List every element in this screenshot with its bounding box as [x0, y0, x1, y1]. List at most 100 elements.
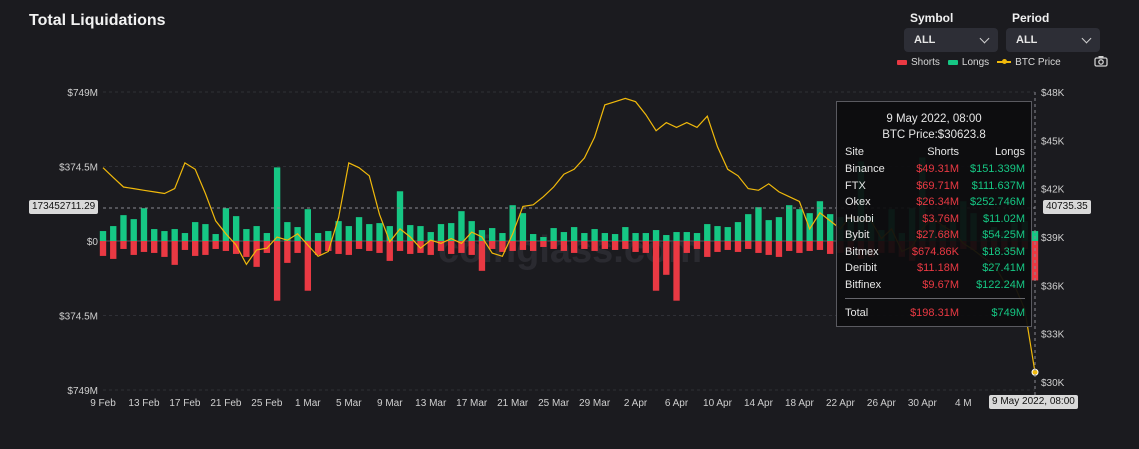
tooltip-row: FTX $69.71M $111.637M [845, 178, 1025, 194]
tooltip-row: Bitmex $674.86K $18.35M [845, 244, 1025, 260]
period-select[interactable]: ALL [1006, 28, 1100, 52]
tooltip-shorts: $49.31M [916, 163, 959, 175]
longs-bar [161, 231, 168, 241]
x-tick-label: 25 Feb [251, 398, 283, 409]
crosshair-right-label: 40735.35 [1043, 200, 1091, 214]
x-tick-label: 25 Mar [538, 398, 570, 409]
tooltip-shorts: $26.34M [916, 196, 959, 208]
tooltip-shorts: $11.18M [917, 262, 959, 274]
legend-shorts[interactable]: Shorts [897, 57, 940, 68]
shorts-bar [652, 241, 660, 291]
shorts-bar [509, 241, 516, 251]
tooltip-shorts: $9.67M [922, 278, 959, 291]
legend-btc-price[interactable]: BTC Price [997, 57, 1061, 68]
symbol-select[interactable]: ALL [904, 28, 998, 52]
legend-longs-label: Longs [961, 56, 990, 68]
shorts-bar [570, 241, 578, 253]
longs-bar [806, 213, 813, 241]
longs-bar [386, 226, 393, 241]
tooltip-btc-price: BTC Price:$30623.8 [882, 129, 986, 141]
tooltip-col-longs: Longs [995, 146, 1025, 158]
shorts-bar [468, 241, 475, 255]
shorts-bar [181, 241, 189, 250]
tooltip-shorts: $27.68M [916, 229, 959, 241]
y-right-tick-label: $30K [1041, 378, 1065, 389]
shorts-bar [273, 241, 281, 301]
longs-bar [734, 222, 742, 241]
x-tick-label: 21 Mar [497, 398, 529, 409]
shorts-bar [724, 241, 731, 250]
tooltip-total-longs: $749M [991, 307, 1025, 319]
shorts-bar [304, 241, 312, 291]
shorts-bar [826, 241, 834, 254]
crosshair-bottom-label: 9 May 2022, 08:00 [989, 395, 1078, 409]
shorts-swatch [897, 59, 907, 65]
period-label: Period [1012, 11, 1050, 25]
longs-bar [181, 233, 189, 241]
shorts-bar [499, 241, 506, 252]
legend-longs[interactable]: Longs [947, 56, 990, 68]
longs-bar [253, 226, 260, 241]
y-left-tick-label: $749M [67, 386, 98, 397]
longs-bar [212, 234, 219, 241]
shorts-bar [140, 241, 148, 252]
shorts-bar [314, 241, 322, 255]
longs-bar [693, 233, 701, 241]
tooltip-shorts: $3.76M [922, 212, 959, 225]
shorts-bar [601, 241, 609, 249]
tooltip-row: Bitfinex $9.67M $122.24M [845, 277, 1025, 293]
shorts-bar [693, 241, 701, 249]
tooltip-total-shorts: $198.31M [910, 307, 959, 319]
shorts-bar [745, 241, 752, 249]
x-tick-label: 21 Feb [210, 398, 242, 409]
tooltip-longs: $111.637M [971, 179, 1025, 192]
shorts-bar [704, 241, 711, 257]
shorts-bar [110, 241, 117, 259]
longs-bar [560, 232, 568, 241]
longs-bar [724, 227, 731, 241]
camera-icon[interactable] [1094, 55, 1108, 67]
shorts-bar [427, 241, 434, 255]
longs-bar [314, 233, 322, 241]
longs-bar [704, 224, 711, 241]
shorts-bar [284, 241, 291, 263]
tooltip-shorts: $69.71M [916, 179, 959, 192]
tooltip-longs: $27.41M [982, 262, 1025, 274]
y-right-tick-label: $33K [1041, 330, 1065, 341]
period-value: ALL [1016, 34, 1038, 46]
tooltip-longs: $122.24M [976, 278, 1025, 291]
tooltip-total-site: Total [845, 307, 869, 319]
longs-bar [284, 222, 291, 241]
shorts-bar [386, 241, 393, 261]
shorts-bar [366, 241, 373, 251]
tooltip-site: Okex [845, 196, 871, 208]
tooltip-col-site: Site [845, 146, 864, 158]
y-right-tick-label: $36K [1041, 281, 1065, 292]
shorts-bar [591, 241, 598, 251]
longs-bar [765, 220, 772, 241]
longs-bar [509, 205, 516, 241]
page-title: Total Liquidations [29, 12, 166, 29]
longs-bar [448, 223, 455, 241]
shorts-bar [560, 241, 568, 251]
longs-bar [417, 226, 424, 241]
shorts-bar [99, 241, 107, 256]
shorts-bar [243, 241, 250, 257]
x-tick-label: 30 Apr [908, 398, 938, 409]
y-right-tick-label: $42K [1041, 185, 1065, 196]
shorts-bar [458, 241, 465, 253]
longs-bar [529, 234, 537, 241]
legend-shorts-label: Shorts [911, 56, 940, 68]
longs-bar [202, 224, 209, 241]
x-tick-label: 26 Apr [867, 398, 897, 409]
longs-bar [335, 221, 342, 241]
shorts-bar [120, 241, 127, 249]
crosshair-left-label: 173452711.29 [29, 200, 99, 214]
shorts-bar [632, 241, 639, 252]
symbol-label: Symbol [910, 11, 954, 25]
longs-bar [755, 207, 762, 241]
longs-bar [376, 223, 383, 241]
longs-bar [99, 231, 107, 241]
longs-bar [437, 224, 445, 241]
shorts-bar [581, 241, 588, 249]
